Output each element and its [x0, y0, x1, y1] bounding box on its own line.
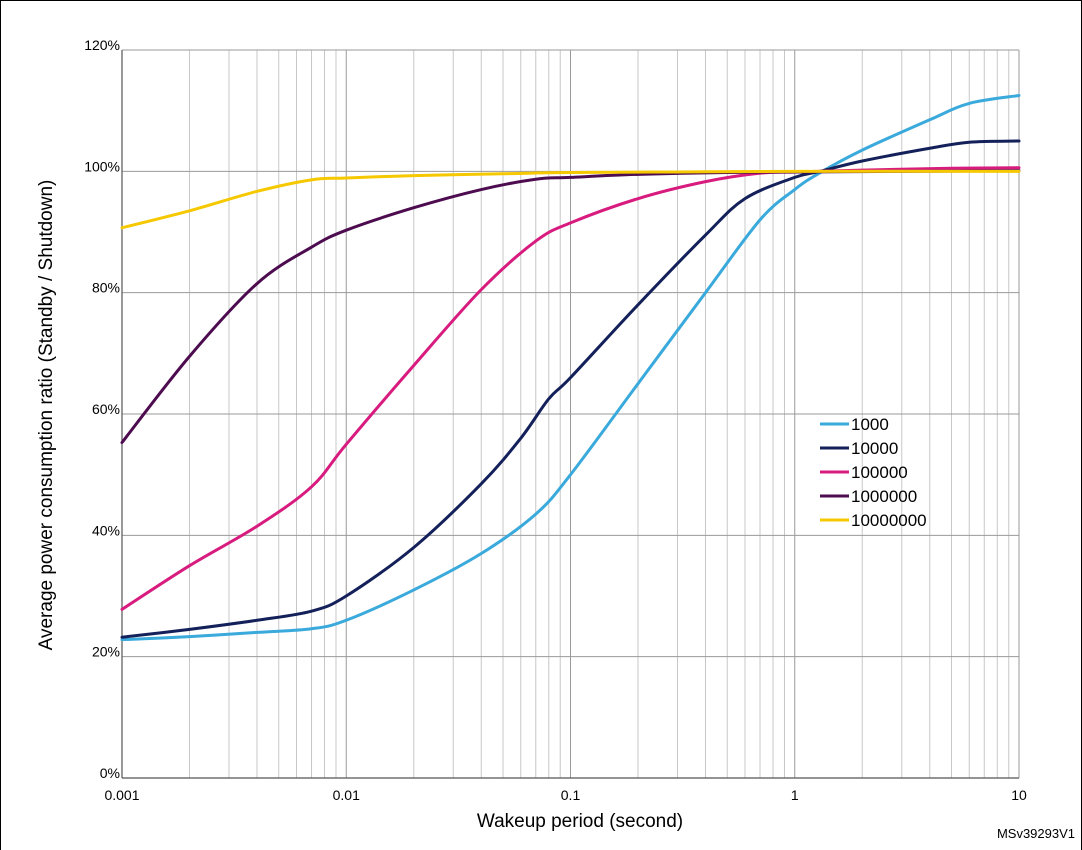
x-axis-label: Wakeup period (second) — [477, 811, 683, 832]
x-tick-label: 1 — [791, 787, 799, 803]
y-tick-label: 40% — [92, 522, 120, 538]
y-axis-label: Average power consumption ratio (Standby… — [36, 180, 57, 651]
series-lines — [120, 94, 1021, 642]
legend-label-1000000: 1000000 — [851, 487, 917, 506]
x-tick-label: 0.01 — [333, 787, 360, 803]
y-tick-label: 20% — [92, 644, 120, 660]
series-line-10000 — [120, 139, 1021, 639]
y-tick-label: 100% — [84, 158, 120, 174]
x-tick-label: 0.1 — [561, 787, 581, 803]
x-tick-label: 10 — [1011, 787, 1027, 803]
series-line-1000 — [120, 94, 1021, 642]
x-tick-labels: 0.001 0.01 0.1 1 10 — [104, 787, 1027, 803]
axes — [121, 50, 1019, 779]
y-tick-labels: 0% 20% 40% 60% 80% 100% 120% — [84, 37, 120, 781]
legend-label-10000000: 10000000 — [851, 511, 927, 530]
y-tick-label: 60% — [92, 401, 120, 417]
y-tick-label: 80% — [92, 280, 120, 296]
legend: 1000 10000 100000 1000000 10000000 — [820, 415, 927, 530]
series-line-10000000 — [120, 169, 1021, 230]
legend-label-10000: 10000 — [851, 439, 898, 458]
legend-label-100000: 100000 — [851, 463, 908, 482]
x-tick-label: 0.001 — [104, 787, 139, 803]
y-tick-label: 0% — [100, 765, 120, 781]
legend-label-1000: 1000 — [851, 415, 889, 434]
y-tick-label: 120% — [84, 37, 120, 53]
reference-code: MSv39293V1 — [997, 826, 1075, 841]
